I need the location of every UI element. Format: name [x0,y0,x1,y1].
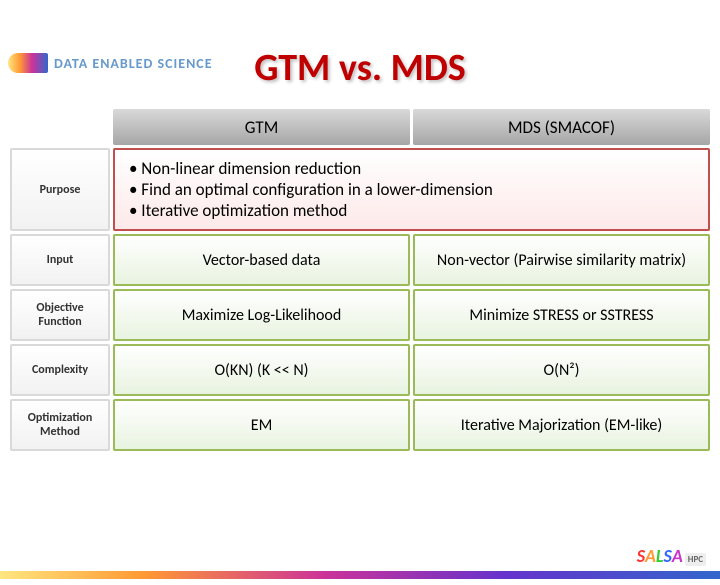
input-row: Input Vector-based data Non-vector (Pair… [10,234,710,286]
complexity-mds: O(N²) [413,344,710,396]
salsa-l: L [656,545,664,567]
purpose-content: • Non-linear dimension reduction • Find … [113,148,710,231]
purpose-row: Purpose • Non-linear dimension reduction… [10,148,710,231]
logo-swirl-icon [8,53,48,73]
header-mds: MDS (SMACOF) [413,109,710,145]
logo-text: DATA ENABLED SCIENCE [54,55,213,72]
input-mds: Non-vector (Pairwise similarity matrix) [413,234,710,286]
purpose-line3: • Iterative optimization method [129,200,694,221]
optimization-gtm: EM [113,399,410,451]
purpose-line2: • Find an optimal configuration in a low… [129,179,694,200]
optimization-mds: Iterative Majorization (EM-like) [413,399,710,451]
label-complexity: Complexity [10,344,110,396]
complexity-row: Complexity O(KN) (K << N) O(N²) [10,344,710,396]
salsa-s: S [637,545,645,567]
top-branding: DATA ENABLED SCIENCE [8,53,213,73]
footer-gradient-bar [0,571,720,579]
header-gtm: GTM [113,109,410,145]
purpose-line1: • Non-linear dimension reduction [129,158,694,179]
salsa-logo: SALSAHPC [637,545,706,567]
salsa-hpc: HPC [685,553,706,566]
input-gtm: Vector-based data [113,234,410,286]
label-optimization: Optimization Method [10,399,110,451]
header-row: GTM MDS (SMACOF) [10,109,710,145]
comparison-table: GTM MDS (SMACOF) Purpose • Non-linear di… [10,109,710,451]
salsa-a2: A [672,545,683,567]
salsa-s2: S [664,545,672,567]
label-purpose: Purpose [10,148,110,231]
objective-gtm: Maximize Log-Likelihood [113,289,410,341]
salsa-a1: A [645,545,656,567]
complexity-gtm: O(KN) (K << N) [113,344,410,396]
header-spacer [10,109,110,145]
label-objective: Objective Function [10,289,110,341]
label-input: Input [10,234,110,286]
objective-row: Objective Function Maximize Log-Likeliho… [10,289,710,341]
objective-mds: Minimize STRESS or SSTRESS [413,289,710,341]
optimization-row: Optimization Method EM Iterative Majoriz… [10,399,710,451]
